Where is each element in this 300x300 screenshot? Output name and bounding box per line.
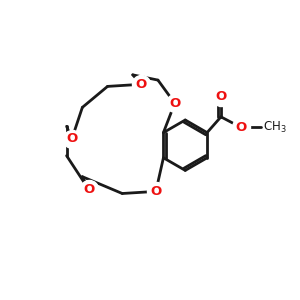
Text: O: O [150,185,161,198]
Text: O: O [83,183,94,196]
Text: O: O [136,78,147,91]
Text: O: O [169,97,180,110]
Text: O: O [235,121,247,134]
Text: O: O [66,132,77,146]
Text: O: O [215,90,226,104]
Text: CH$_3$: CH$_3$ [263,120,286,135]
